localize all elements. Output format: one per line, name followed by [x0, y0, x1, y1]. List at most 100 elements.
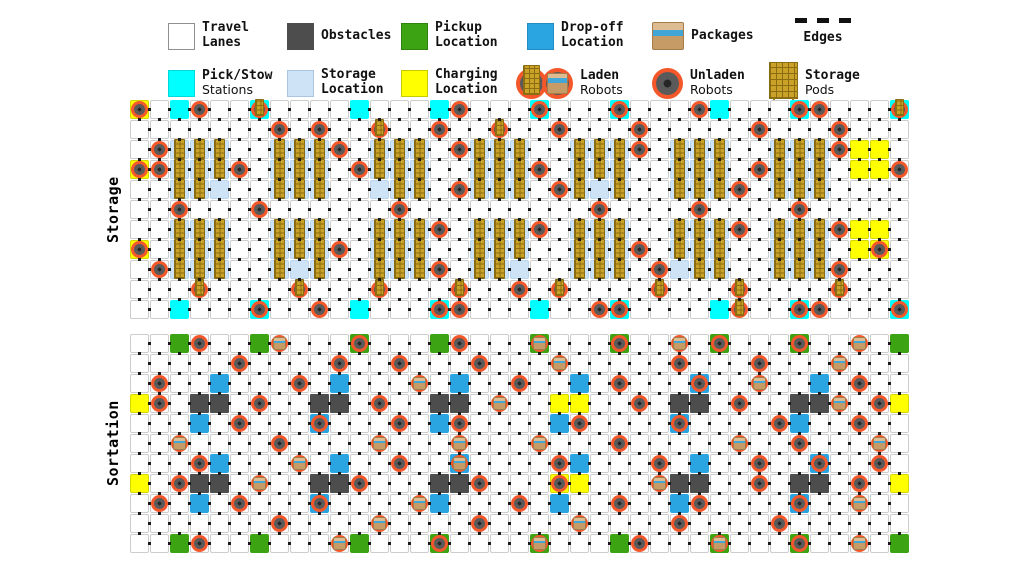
cell-storage-location — [770, 239, 791, 261]
cell-travel-lane — [830, 260, 851, 281]
cell-travel-lane — [890, 220, 909, 241]
cell-travel-lane — [630, 140, 651, 161]
carried-package — [493, 397, 506, 410]
cell-storage-location — [410, 159, 431, 181]
cell-travel-lane — [370, 200, 391, 221]
cell-storage-location — [770, 179, 791, 201]
cell-travel-lane — [330, 180, 351, 201]
cell-travel-lane — [650, 120, 671, 141]
cell-storage-location — [290, 260, 311, 281]
cell-travel-lane — [510, 374, 531, 395]
cell-travel-lane — [410, 454, 431, 475]
robot-body — [694, 498, 705, 509]
cell-storage-location — [470, 159, 491, 181]
cell-travel-lane — [890, 260, 909, 281]
unladen-robot — [431, 301, 448, 318]
storage-pod — [774, 139, 785, 159]
cell-travel-lane — [850, 494, 871, 515]
cell-travel-lane — [290, 414, 311, 435]
cell-travel-lane — [450, 534, 471, 553]
cell-travel-lane — [550, 334, 571, 355]
storage-pod — [794, 239, 805, 259]
cell-travel-lane — [410, 474, 431, 495]
cell-travel-lane — [870, 534, 891, 553]
cell-travel-lane — [750, 354, 771, 375]
cell-travel-lane — [150, 160, 171, 181]
legend-label-obstacles: Obstacles — [321, 27, 392, 43]
cell-travel-lane — [610, 374, 631, 395]
cell-travel-lane — [510, 454, 531, 475]
cell-travel-lane — [350, 240, 371, 261]
robot-body — [814, 104, 825, 115]
cell-charging-location — [130, 240, 151, 261]
cell-dropoff-location — [430, 414, 451, 435]
unladen-robot — [671, 415, 688, 432]
storage-pod — [614, 159, 625, 179]
cell-travel-lane — [590, 100, 611, 121]
storage-pod — [594, 259, 605, 279]
cell-travel-lane — [190, 434, 211, 455]
cell-storage-location — [810, 239, 831, 261]
cell-travel-lane — [550, 534, 571, 553]
cell-obstacle — [790, 474, 811, 495]
cell-obstacle — [310, 394, 331, 415]
robot-body — [594, 204, 605, 215]
cell-travel-lane — [730, 200, 751, 221]
cell-storage-location — [210, 139, 231, 161]
robot-body — [894, 164, 905, 175]
cell-travel-lane — [230, 120, 251, 141]
cell-travel-lane — [390, 200, 411, 221]
travel-lanes-swatch — [168, 22, 195, 50]
cell-travel-lane — [710, 394, 731, 415]
cell-travel-lane — [230, 434, 251, 455]
unladen-robot — [791, 435, 808, 452]
cell-travel-lane — [530, 394, 551, 415]
cell-travel-lane — [810, 534, 831, 553]
unladen-robot — [251, 301, 268, 318]
robot-body — [134, 244, 145, 255]
robot-body — [314, 418, 325, 429]
robot-body — [174, 478, 185, 489]
cell-travel-lane — [630, 180, 651, 201]
robot-body — [394, 418, 405, 429]
cell-travel-lane — [510, 414, 531, 435]
unladen-robot — [611, 495, 628, 512]
cell-storage-location — [590, 219, 611, 241]
legend-item-charging-location: Charging Location — [401, 61, 498, 105]
storage-pod — [494, 219, 505, 239]
cell-travel-lane — [830, 474, 851, 495]
robot-body — [394, 204, 405, 215]
unladen-robot — [591, 201, 608, 218]
cell-storage-location — [610, 159, 631, 181]
storage-pod — [514, 219, 525, 239]
cell-travel-lane — [350, 434, 371, 455]
cell-pickup-location — [350, 334, 371, 355]
cell-travel-lane — [530, 454, 551, 475]
cell-travel-lane — [230, 374, 251, 395]
carried-package — [413, 497, 426, 510]
cell-travel-lane — [210, 494, 231, 515]
legend-item-travel-lanes: Travel Lanes — [168, 14, 249, 58]
cell-travel-lane — [310, 120, 331, 141]
cell-travel-lane — [810, 434, 831, 455]
cell-travel-lane — [430, 514, 451, 535]
cell-travel-lane — [190, 534, 211, 553]
cell-travel-lane — [750, 120, 771, 141]
cell-travel-lane — [650, 374, 671, 395]
cell-travel-lane — [570, 100, 591, 121]
carried-package — [733, 437, 746, 450]
cell-charging-location — [870, 240, 891, 261]
unladen-robot — [791, 101, 808, 118]
unladen-robot — [631, 535, 648, 552]
robot-body — [334, 244, 345, 255]
cell-travel-lane — [150, 394, 171, 415]
unladen-robot — [691, 495, 708, 512]
cell-storage-location — [810, 179, 831, 201]
cell-travel-lane — [750, 100, 771, 121]
cell-travel-lane — [730, 279, 751, 301]
cell-travel-lane — [610, 434, 631, 455]
cell-travel-lane — [730, 374, 751, 395]
unladen-robot — [531, 161, 548, 178]
cell-pickup-location — [250, 534, 271, 553]
cell-travel-lane — [490, 534, 511, 553]
